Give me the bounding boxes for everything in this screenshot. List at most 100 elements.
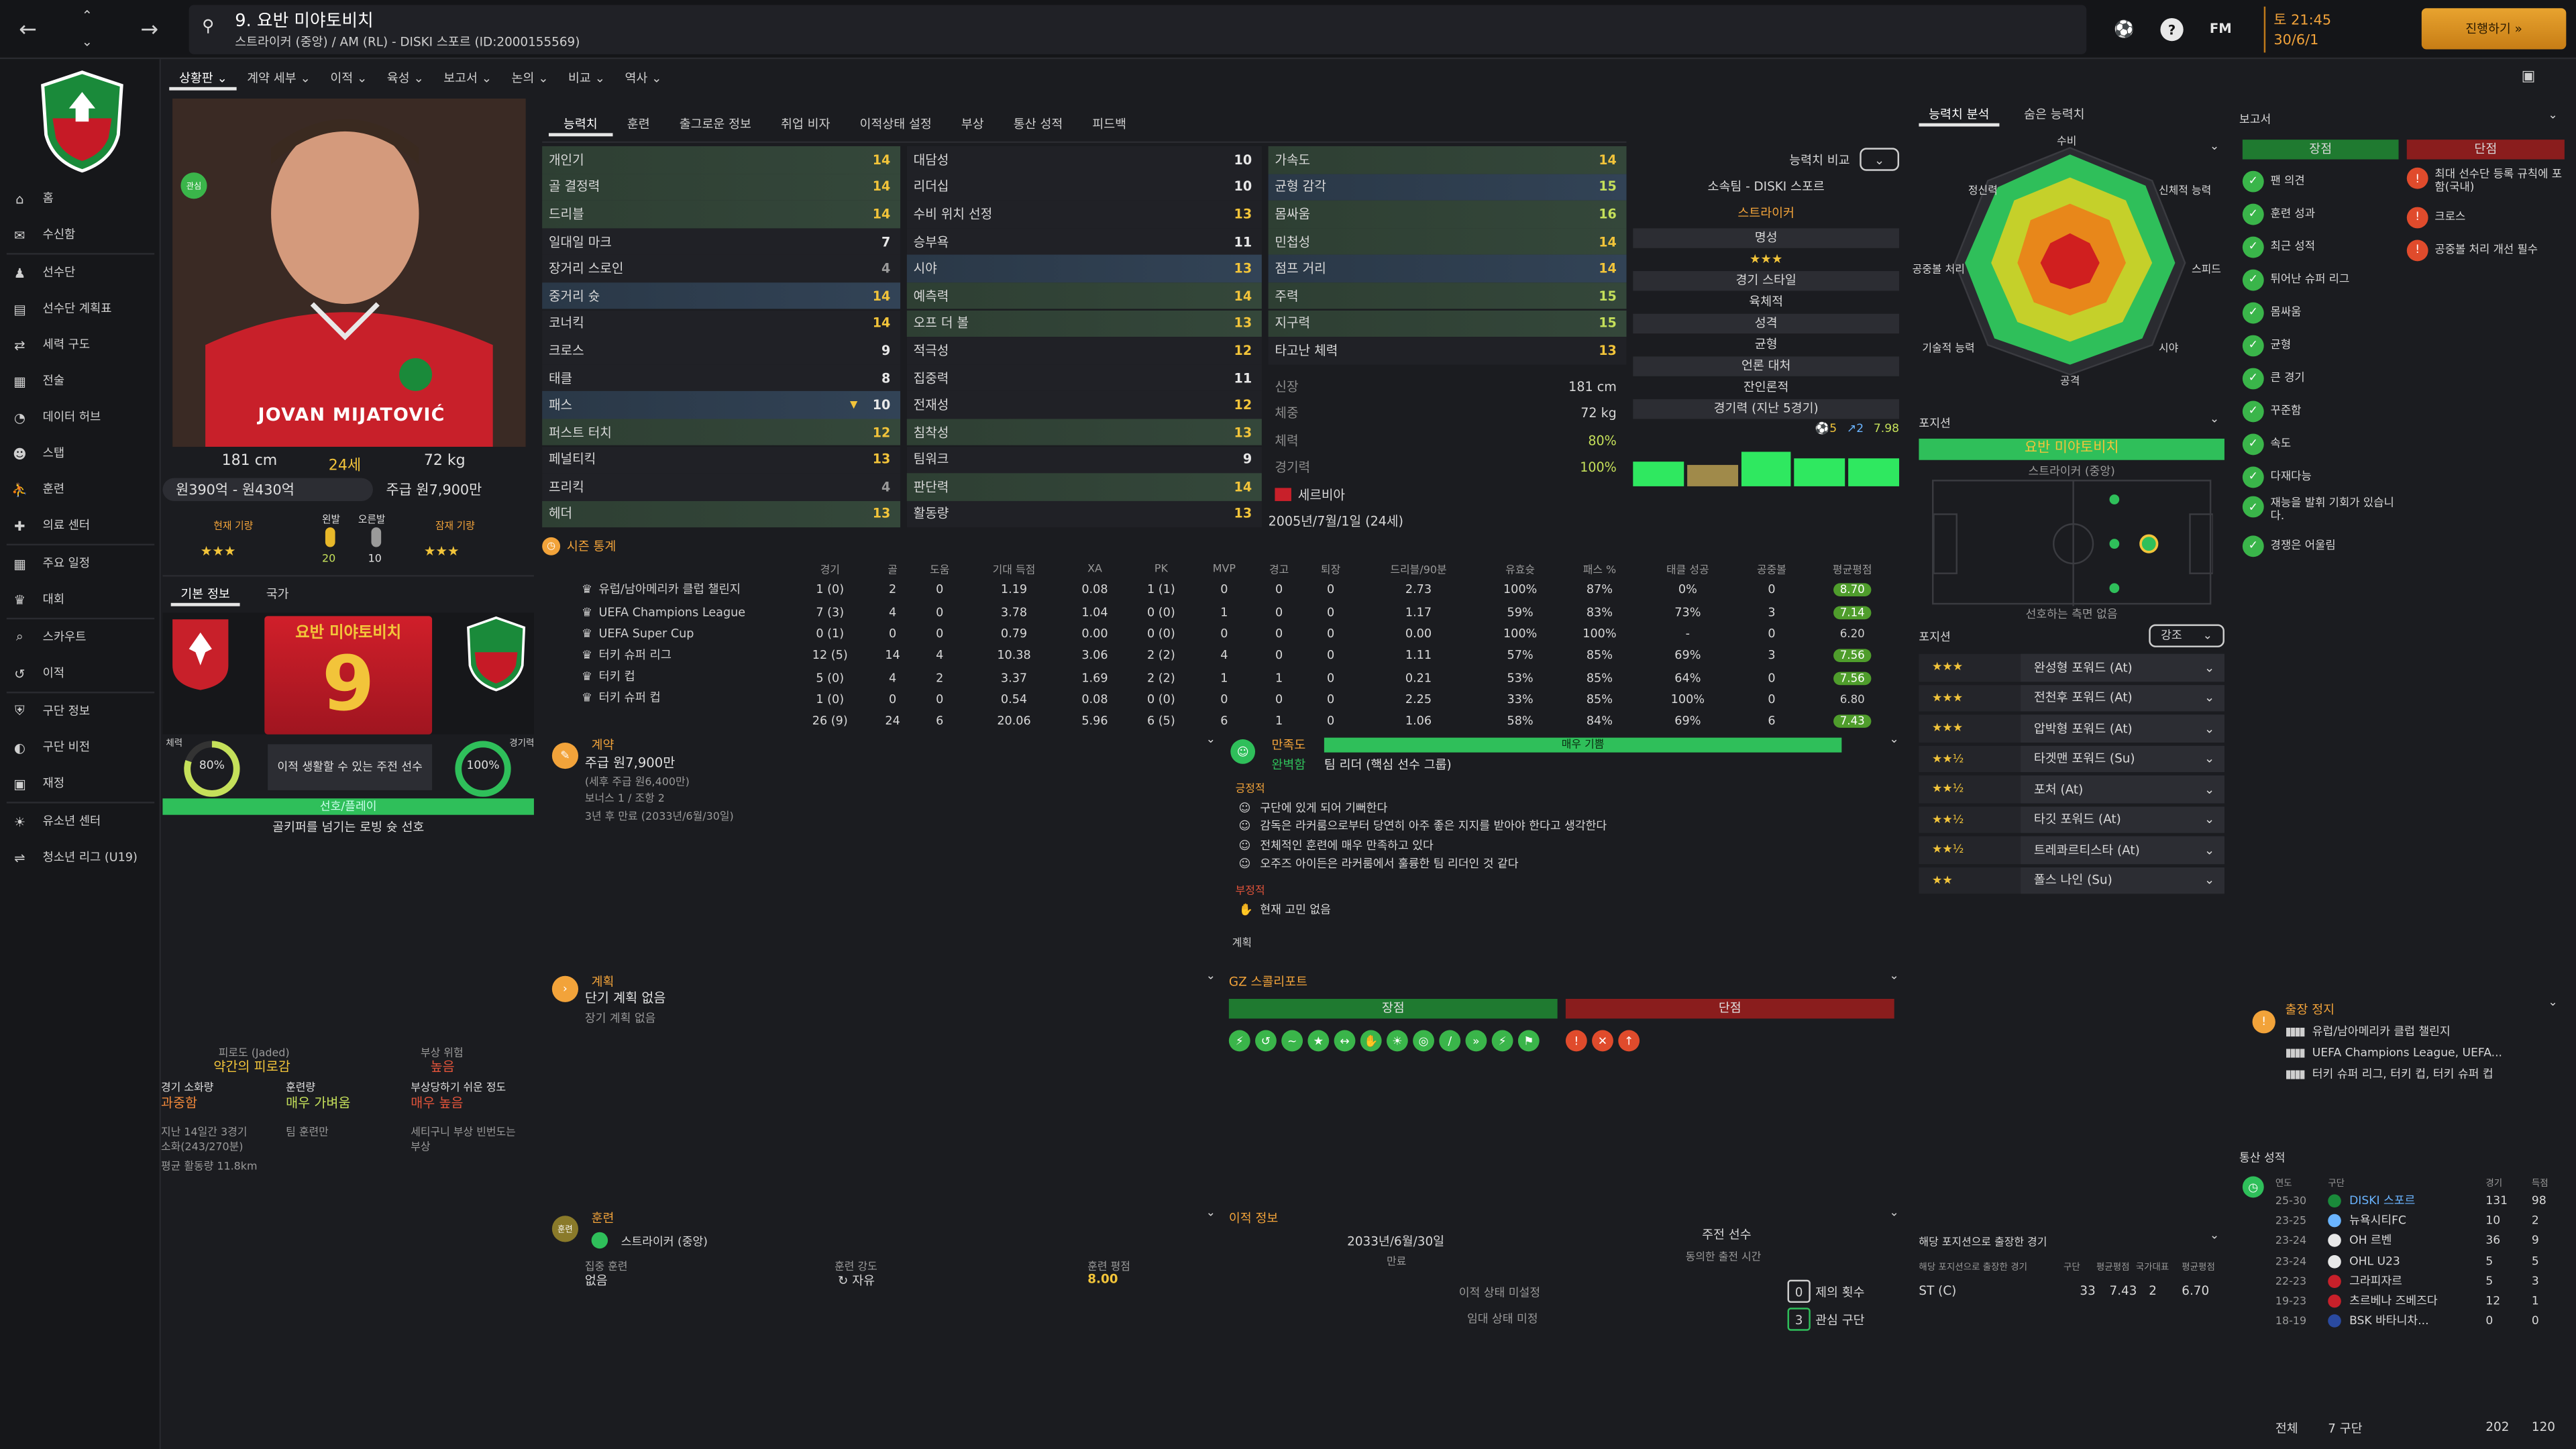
- attr-tab-4[interactable]: 이적상태 설정: [859, 116, 932, 131]
- strength-icon-2[interactable]: ~: [1281, 1030, 1303, 1052]
- season-row[interactable]: 26 (9) 24 6 20.06 5.96 6 (5) 6 1 0 1.06 58% 84% 69% 6…: [542, 710, 1897, 732]
- attribute-row[interactable]: 리더십 10: [906, 173, 1262, 201]
- career-header-cell[interactable]: 연도: [2275, 1179, 2292, 1190]
- attribute-row[interactable]: 판단력 14: [906, 473, 1262, 501]
- career-club-cell[interactable]: OHL U23: [2328, 1254, 2485, 1268]
- subnav-tab-6[interactable]: 비교 ⌄: [558, 67, 614, 90]
- scout-menu-icon[interactable]: ⌄: [1889, 969, 1899, 983]
- career-row[interactable]: 18-19 BSK 바타니차... 0 0: [2275, 1311, 2565, 1332]
- role-row[interactable]: ★★★ 전천후 포워드 (At) ⌄: [1919, 684, 2224, 712]
- season-header-cell[interactable]: 기대 득점: [992, 563, 1036, 576]
- career-row[interactable]: 23-25 뉴욕시티FC 10 2: [2275, 1211, 2565, 1231]
- strength-icon-7[interactable]: ◎: [1413, 1030, 1434, 1052]
- preferred-moves-button[interactable]: 선호/플레이: [162, 798, 534, 815]
- tab-nation[interactable]: 국가: [266, 586, 289, 602]
- attr-tab-5[interactable]: 부상: [961, 116, 984, 131]
- sidebar-item-17[interactable]: ☀ 유소년 센터: [0, 804, 161, 840]
- report-item[interactable]: ! 공중볼 처리 개선 필수: [2406, 233, 2565, 266]
- report-item[interactable]: ✓ 꾸준함: [2242, 394, 2400, 427]
- attribute-row[interactable]: 오프 더 볼 13: [906, 309, 1262, 337]
- form-bar[interactable]: [1848, 458, 1900, 486]
- attr-tab-2[interactable]: 출그로운 정보: [679, 116, 751, 131]
- sidebar-item-11[interactable]: ♛ 대회: [0, 582, 161, 618]
- season-header-cell[interactable]: 드리블/90분: [1390, 563, 1447, 576]
- emphasis-dropdown[interactable]: 강조 ⌄: [2149, 624, 2224, 647]
- attribute-row[interactable]: 크로스 9: [542, 337, 901, 364]
- report-item[interactable]: ✓ 팬 의견: [2242, 164, 2400, 197]
- subnav-tab-7[interactable]: 역사 ⌄: [615, 67, 672, 90]
- transfer-menu-icon[interactable]: ⌄: [1889, 1205, 1899, 1220]
- weakness-icon-2[interactable]: ✕: [1592, 1030, 1613, 1052]
- sidebar-item-10[interactable]: ▦ 주요 일정: [0, 545, 161, 582]
- search-icon[interactable]: ⚲: [202, 17, 215, 36]
- season-header-cell[interactable]: [542, 557, 788, 579]
- attribute-row[interactable]: 예측력 14: [906, 282, 1262, 310]
- season-header-cell[interactable]: MVP: [1212, 561, 1236, 575]
- role-name-cell[interactable]: 완성형 포워드 (At) ⌄: [2021, 653, 2224, 682]
- attr-tab-1[interactable]: 훈련: [627, 116, 650, 131]
- radar-menu-icon[interactable]: ⌄: [2209, 140, 2220, 153]
- attribute-row[interactable]: 퍼스트 터치 12: [542, 419, 901, 446]
- attribute-row[interactable]: 패스 ▼ 10: [542, 391, 901, 419]
- season-header-cell[interactable]: 유효슛: [1505, 563, 1536, 576]
- form-bar[interactable]: [1740, 451, 1792, 486]
- sidebar-item-6[interactable]: ◔ 데이터 허브: [0, 399, 161, 435]
- chevron-up-icon[interactable]: ⌃: [81, 7, 93, 23]
- attribute-row[interactable]: 집중력 11: [906, 364, 1262, 392]
- sidebar-item-7[interactable]: ☻ 스탭: [0, 435, 161, 472]
- subnav-tab-0[interactable]: 상황판 ⌄: [169, 67, 237, 91]
- career-row[interactable]: 23-24 OHL U23 5 5: [2275, 1251, 2565, 1271]
- sidebar-item-18[interactable]: ⇌ 청소년 리그 (U19): [0, 839, 161, 875]
- attribute-row[interactable]: 타고난 체력 13: [1268, 337, 1627, 364]
- attribute-row[interactable]: 드리블 14: [542, 201, 901, 228]
- report-item[interactable]: ✓ 재능을 발휘 기회가 있습니다.: [2242, 493, 2400, 529]
- contract-menu-icon[interactable]: ⌄: [1205, 733, 1216, 746]
- season-title[interactable]: 시즌 통계: [566, 538, 616, 553]
- scout-title[interactable]: GZ 스콜리포트: [1228, 974, 1308, 989]
- training-menu-icon[interactable]: ⌄: [1205, 1205, 1216, 1220]
- season-header-cell[interactable]: 태클 성공: [1666, 563, 1709, 576]
- training-title[interactable]: 훈련: [591, 1210, 614, 1226]
- plans-title[interactable]: 계획: [591, 974, 614, 989]
- role-row[interactable]: ★★ 폴스 나인 (Su) ⌄: [1919, 866, 2224, 894]
- role-name-cell[interactable]: 타깃 포워드 (At) ⌄: [2021, 806, 2224, 833]
- attribute-row[interactable]: 페널티킥 13: [542, 445, 901, 474]
- tab-hidden-attrs[interactable]: 숨은 능력치: [2024, 107, 2085, 122]
- role-row[interactable]: ★★½ 트레콰르티스타 (At) ⌄: [1919, 836, 2224, 863]
- career-row[interactable]: 25-30 DISKI 스포르 131 98: [2275, 1191, 2565, 1212]
- happiness-menu-icon[interactable]: ⌄: [1889, 733, 1899, 746]
- ball-icon[interactable]: ⚽: [2114, 20, 2135, 39]
- role-name-cell[interactable]: 폴스 나인 (Su) ⌄: [2021, 866, 2224, 894]
- role-row[interactable]: ★★★ 압박형 포워드 (At) ⌄: [1919, 714, 2224, 742]
- help-icon[interactable]: ?: [2160, 17, 2184, 42]
- attribute-row[interactable]: 침착성 13: [906, 419, 1262, 446]
- season-row[interactable]: ♛ 터키 컵 5 (0) 4 2 3.37 1.69 2 (2) 1 1 0 0.21 53% 85% 64…: [542, 666, 1897, 688]
- season-header-cell[interactable]: 경고: [1269, 563, 1289, 576]
- sidebar-item-5[interactable]: ▦ 전술: [0, 363, 161, 399]
- report-item[interactable]: ! 최대 선수단 등록 규칙에 포함(국내): [2406, 164, 2565, 201]
- sidebar-item-12[interactable]: ⌕ 스카우트: [0, 619, 161, 655]
- season-row[interactable]: ♛ 터키 슈퍼 컵 1 (0) 0 0 0.54 0.08 0 (0) 0 0 0 2.25 33% 85…: [542, 688, 1897, 710]
- sidebar-item-16[interactable]: ▣ 재정: [0, 765, 161, 802]
- attribute-row[interactable]: 장거리 스로인 4: [542, 255, 901, 282]
- strength-icon-5[interactable]: ✋: [1360, 1030, 1382, 1052]
- report-item[interactable]: ✓ 속도: [2242, 427, 2400, 460]
- role-name-cell[interactable]: 포처 (At) ⌄: [2021, 775, 2224, 803]
- subnav-tab-2[interactable]: 이적 ⌄: [321, 67, 377, 90]
- position-menu-icon[interactable]: ⌄: [2209, 412, 2220, 426]
- career-header-cell[interactable]: 구단: [2328, 1179, 2345, 1190]
- career-header-cell[interactable]: 득점: [2531, 1179, 2548, 1190]
- career-row[interactable]: 22-23 그라피자르 5 3: [2275, 1271, 2565, 1291]
- compare-dropdown[interactable]: ⌄: [1860, 148, 1900, 171]
- plans-menu-icon[interactable]: ⌄: [1205, 969, 1216, 983]
- strength-icon-3[interactable]: ★: [1307, 1030, 1330, 1052]
- continue-button[interactable]: 진행하기 »: [2421, 8, 2567, 50]
- role-row[interactable]: ★★½ 타깃 포워드 (At) ⌄: [1919, 806, 2224, 833]
- attribute-row[interactable]: 일대일 마크 7: [542, 227, 901, 256]
- strength-icon-4[interactable]: ↔: [1334, 1030, 1356, 1052]
- season-header-cell[interactable]: 도움: [930, 563, 950, 576]
- season-header-cell[interactable]: 공중볼: [1757, 563, 1786, 576]
- weakness-icon-3[interactable]: ↑: [1618, 1030, 1640, 1052]
- subnav-tab-4[interactable]: 보고서 ⌄: [434, 67, 502, 90]
- chevron-down-icon[interactable]: ⌄: [81, 34, 93, 49]
